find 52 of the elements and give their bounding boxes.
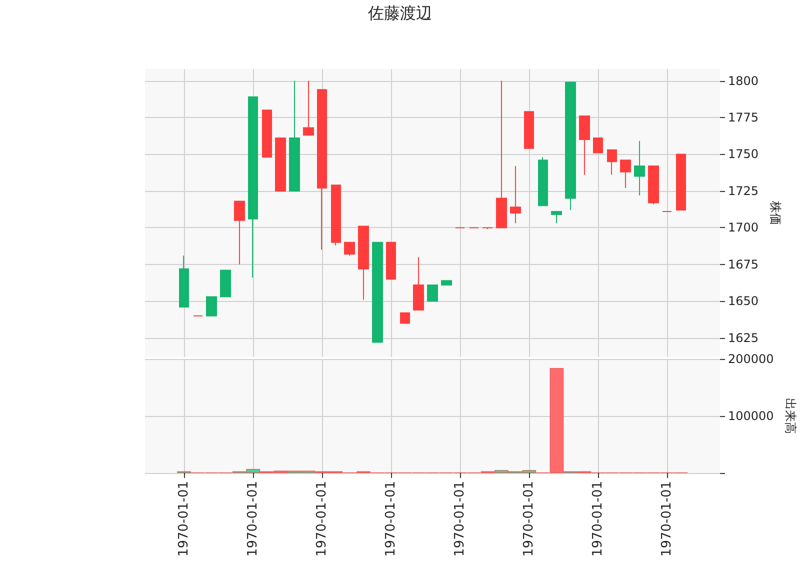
- candlestick: [634, 140, 645, 196]
- candlestick: [400, 312, 410, 324]
- x-tick-label: 1970-01-01: [590, 481, 606, 557]
- candlestick: [441, 280, 452, 286]
- candlestick: [524, 111, 534, 149]
- y-tick-label: 1700: [728, 220, 759, 235]
- candlestick: [496, 80, 507, 228]
- y-tick-label: 1800: [728, 74, 759, 88]
- candlestick: [565, 82, 576, 211]
- x-tick-label: 1970-01-01: [660, 481, 675, 557]
- y-tick-label: 1725: [728, 184, 759, 198]
- candlestick: [482, 227, 493, 230]
- candlestick: [427, 284, 438, 302]
- candlestick: [551, 211, 562, 224]
- y-tick-label: 1675: [728, 257, 759, 272]
- x-tick-label: 1970-01-01: [522, 481, 537, 557]
- y-tick-label: 1625: [728, 330, 759, 345]
- x-tick-label: 1970-01-01: [314, 481, 330, 557]
- candlestick: [358, 226, 369, 300]
- y-tick-label: 1650: [728, 294, 759, 308]
- x-tick-label: 1970-01-01: [246, 481, 261, 557]
- y-tick-label: 200000: [728, 352, 774, 366]
- candlestick: [344, 242, 355, 256]
- candlestick: [593, 138, 603, 154]
- y-tick-label: 1750: [728, 147, 759, 162]
- candlestick: [303, 80, 314, 136]
- candlestick: [620, 160, 631, 189]
- y-axis-title: 株価: [768, 200, 782, 225]
- candlestick: [220, 270, 231, 298]
- y-tick-label: 100000: [728, 409, 774, 423]
- candlestick: [676, 154, 686, 211]
- candlestick: [538, 156, 548, 206]
- y-axis-title: 出来高: [784, 398, 798, 434]
- candlestick: [331, 184, 341, 246]
- x-tick-label: 1970-01-01: [384, 481, 399, 557]
- candlestick: [289, 80, 300, 192]
- candlestick: [234, 200, 245, 265]
- candlestick: [607, 149, 617, 176]
- candlestick: [262, 110, 272, 158]
- candlestick: [372, 242, 383, 343]
- x-tick-label: 1970-01-01: [176, 481, 192, 557]
- candlestick: [206, 296, 217, 316]
- y-tick-label: 1775: [728, 110, 759, 124]
- candlestick: [386, 242, 396, 280]
- candlestick: [275, 138, 286, 192]
- candlestick: [179, 255, 189, 308]
- candlestick: [510, 165, 521, 224]
- x-tick-label: 1970-01-01: [452, 481, 468, 557]
- chart-title: 佐藤渡辺: [368, 4, 432, 22]
- candlestick: [413, 256, 424, 310]
- candlestick: [648, 165, 659, 205]
- candlestick: [579, 116, 590, 176]
